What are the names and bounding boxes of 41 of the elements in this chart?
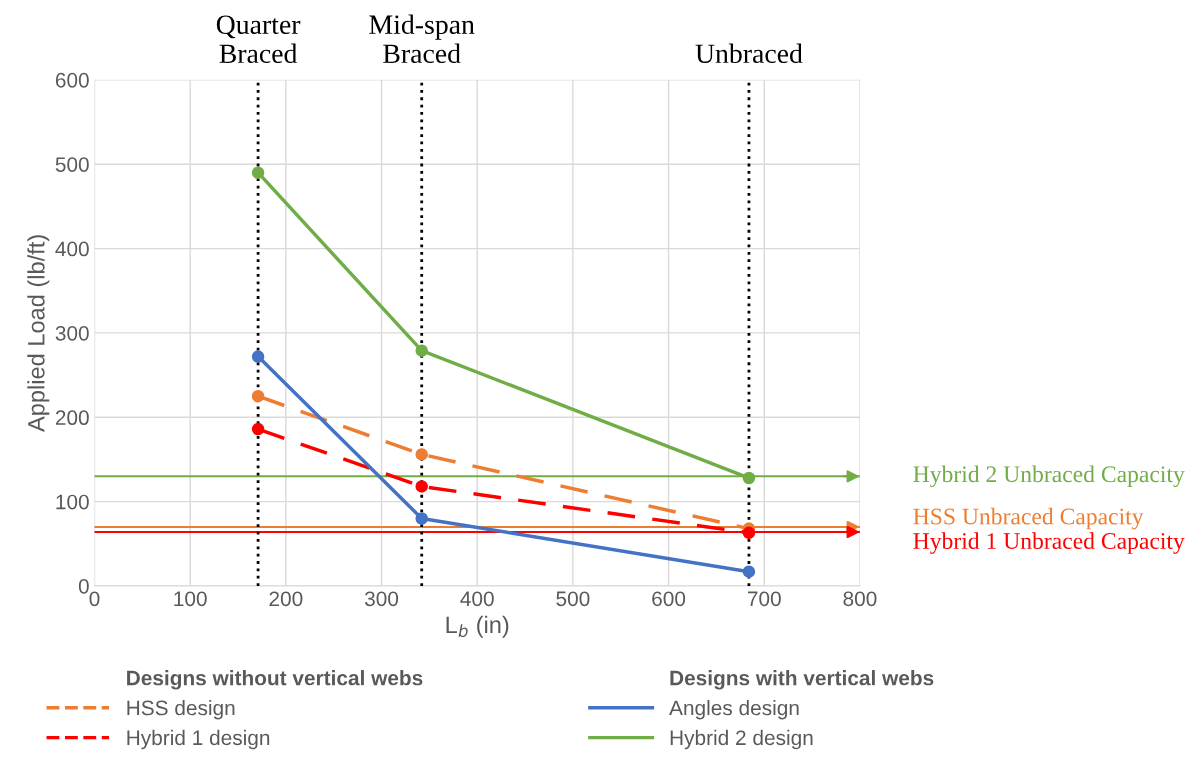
point	[742, 471, 756, 485]
ref-line-label: Mid-span Braced	[369, 14, 475, 64]
x-tick-label: 300	[364, 591, 399, 607]
point	[251, 350, 265, 363]
y-tick-label: 300	[55, 325, 89, 341]
legend-label: Angles design	[669, 699, 799, 720]
x-tick-label: 0	[89, 591, 100, 607]
x-tick-label: 500	[556, 591, 590, 607]
ref-line-label: Quarter Braced	[216, 15, 301, 64]
legend-label: Hybrid 2 design	[670, 729, 813, 750]
x-tick-label: 200	[269, 591, 303, 607]
ref-line-label: Unbraced	[695, 43, 803, 64]
y-tick-label: 400	[55, 241, 89, 257]
x-axis-title: L$_{b}$ (in)	[446, 615, 509, 638]
point	[251, 166, 265, 179]
text: Designs with vertical webs	[670, 670, 934, 690]
point	[742, 565, 756, 578]
text: Designs without vertical webs	[127, 670, 423, 690]
y-tick-label: 600	[55, 72, 89, 88]
x-tick-label: 700	[747, 591, 781, 607]
point	[251, 389, 265, 403]
ref-line-label: Hybrid 1 Unbraced Capacity	[913, 532, 1185, 554]
y-tick-label: 100	[56, 494, 89, 510]
y-tick-label: 500	[55, 157, 89, 172]
y-tick-label: 0	[78, 578, 89, 594]
x-tick-label: 400	[460, 591, 494, 607]
ref-line-label: Hybrid 2 Unbraced Capacity	[913, 465, 1185, 488]
y-tick-label: 200	[55, 410, 89, 426]
point	[415, 344, 428, 357]
x-tick-label: 100	[174, 591, 207, 607]
point	[415, 512, 428, 525]
y-axis-title: Applied Load (lb/ft)	[27, 235, 50, 432]
x-tick-label: 600	[652, 591, 686, 607]
ref-line-label: HSS Unbraced Capacity	[913, 507, 1144, 530]
legend-label: HSS design	[127, 699, 235, 720]
legend-label: Hybrid 1 design	[127, 729, 270, 750]
point	[415, 480, 428, 493]
point	[415, 448, 428, 461]
x-tick-label: 800	[843, 591, 877, 607]
point	[742, 526, 756, 540]
point	[251, 422, 265, 436]
